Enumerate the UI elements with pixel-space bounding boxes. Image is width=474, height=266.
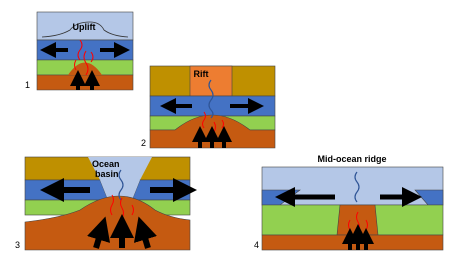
panel-label: Ocean basin <box>92 159 122 179</box>
panel-label: Mid-ocean ridge <box>317 154 386 164</box>
panel-number: 3 <box>15 240 20 250</box>
panel-4: Mid-ocean ridge 4 <box>254 154 444 251</box>
panel-number: 1 <box>25 80 30 90</box>
panel-label-line: Ocean <box>92 159 120 169</box>
panel-label: Uplift <box>73 22 96 32</box>
panel-1: Uplift 1 <box>25 11 134 91</box>
panel-3: Ocean basin 3 <box>15 156 197 251</box>
panel-label-line: basin <box>95 169 119 179</box>
panel-number: 4 <box>254 240 259 250</box>
panel-number: 2 <box>141 138 146 148</box>
panel-label: Rift <box>194 69 209 79</box>
panel-2: Rift 2 <box>141 65 276 149</box>
